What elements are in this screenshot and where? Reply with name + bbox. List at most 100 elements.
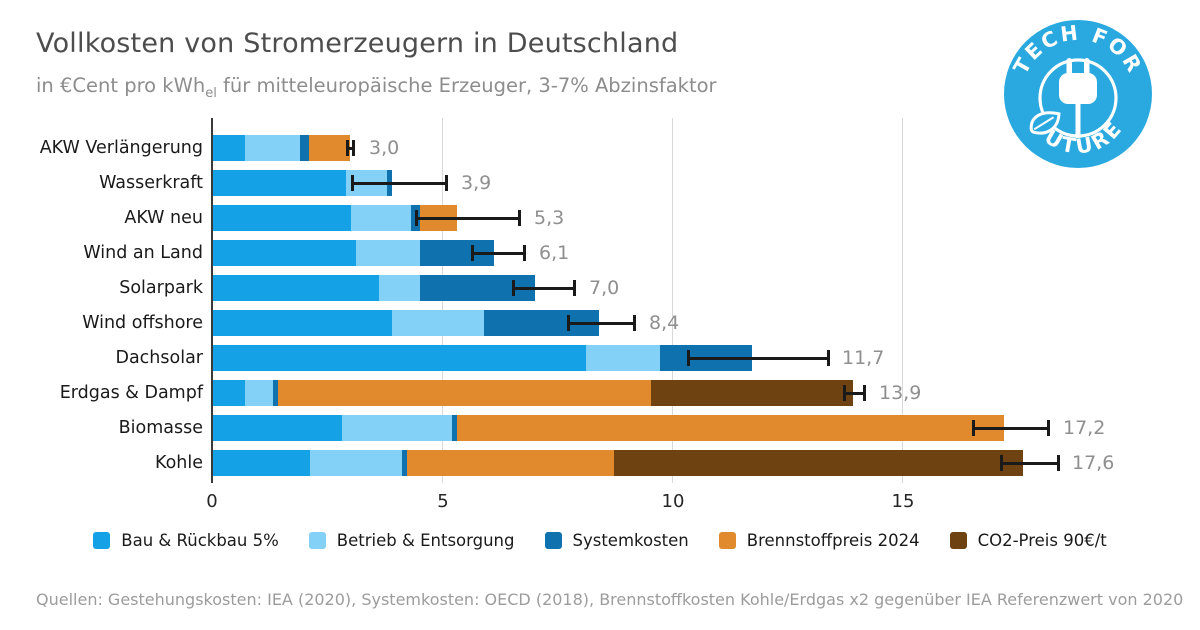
error-bar — [512, 280, 576, 296]
segment — [586, 345, 660, 371]
error-cap-left — [512, 280, 515, 296]
legend-swatch — [93, 532, 111, 549]
error-cap-left — [1000, 455, 1003, 471]
legend-item: Brennstoffpreis 2024 — [718, 531, 920, 550]
error-cap-right — [523, 245, 526, 261]
segment — [402, 450, 407, 476]
error-cap-left — [567, 315, 570, 331]
value-label: 3,0 — [369, 137, 400, 159]
error-cap-right — [633, 315, 636, 331]
error-bar — [843, 385, 866, 401]
error-line — [351, 181, 448, 185]
value-label: 13,9 — [879, 382, 922, 404]
error-line — [512, 286, 576, 290]
segment — [213, 135, 245, 161]
segment — [273, 380, 278, 406]
error-cap-right — [352, 140, 355, 156]
bar-solarpark — [213, 275, 535, 301]
bar-erdgas-dampf — [213, 380, 853, 406]
error-cap-left — [346, 140, 349, 156]
segment — [407, 450, 614, 476]
legend-swatch — [718, 532, 736, 549]
error-bar — [1000, 455, 1060, 471]
legend-label: CO2-Preis 90€/t — [977, 531, 1107, 550]
category-label: Dachsolar — [115, 348, 203, 368]
value-label: 3,9 — [461, 172, 492, 194]
segment — [457, 415, 1004, 441]
plug-icon — [1059, 58, 1097, 138]
error-bar — [972, 420, 1050, 436]
error-cap-right — [827, 350, 830, 366]
segment — [213, 380, 245, 406]
bar-biomasse — [213, 415, 1004, 441]
error-cap-right — [573, 280, 576, 296]
category-label: Wasserkraft — [99, 173, 203, 193]
segment — [351, 205, 411, 231]
segment — [213, 415, 342, 441]
category-label: AKW neu — [124, 208, 203, 228]
legend: Bau & Rückbau 5% Betrieb & Entsorgung Syst… — [0, 531, 1200, 550]
category-label: AKW Verlängerung — [39, 138, 203, 158]
error-bar — [346, 140, 355, 156]
legend-item: CO2-Preis 90€/t — [949, 531, 1107, 550]
bar-akw-verl-ngerung — [213, 135, 350, 161]
error-bar — [567, 315, 636, 331]
plot-area: 0 5 10 15 3,0 3,9 5,3 6,1 7,0 8,4 11,7 13,9 17,2 17,6 — [206, 118, 1153, 512]
error-line — [346, 146, 355, 150]
error-bar — [471, 245, 526, 261]
segment — [342, 415, 452, 441]
segment — [310, 450, 402, 476]
error-cap-left — [843, 385, 846, 401]
category-label: Erdgas & Dampf — [59, 383, 203, 403]
gridline-x-15 — [902, 118, 903, 483]
bar-akw-neu — [213, 205, 457, 231]
error-cap-left — [471, 245, 474, 261]
segment — [278, 380, 651, 406]
category-axis: AKW Verlängerung Wasserkraft AKW neu Wind a… — [0, 118, 203, 483]
error-cap-right — [518, 210, 521, 226]
error-line — [843, 391, 866, 395]
value-label: 6,1 — [539, 242, 570, 264]
error-cap-right — [1057, 455, 1060, 471]
error-cap-right — [1047, 420, 1050, 436]
subtitle-text: in €Cent pro kWh — [36, 74, 206, 97]
segment — [213, 345, 586, 371]
bar-wind-an-land — [213, 240, 494, 266]
segment — [614, 450, 1023, 476]
legend-swatch — [308, 532, 326, 549]
tech-for-future-logo: TECH FOR FUTURE — [1002, 18, 1154, 170]
error-line — [1000, 461, 1060, 465]
error-cap-right — [445, 175, 448, 191]
legend-swatch — [544, 532, 562, 549]
x-tick-label: 10 — [661, 491, 685, 512]
segment — [379, 275, 420, 301]
segment — [452, 415, 457, 441]
value-label: 17,2 — [1063, 417, 1106, 439]
segment — [213, 205, 351, 231]
segment — [300, 135, 309, 161]
error-line — [471, 251, 526, 255]
value-label: 8,4 — [649, 312, 680, 334]
segment — [651, 380, 853, 406]
segment — [213, 170, 346, 196]
value-label: 7,0 — [589, 277, 620, 299]
segment — [392, 310, 484, 336]
bar-dachsolar — [213, 345, 752, 371]
error-bar — [687, 350, 830, 366]
error-cap-left — [415, 210, 418, 226]
logo-svg: TECH FOR FUTURE — [1004, 20, 1152, 168]
category-label: Wind offshore — [82, 313, 203, 333]
bar-wind-offshore — [213, 310, 599, 336]
error-cap-left — [972, 420, 975, 436]
error-bar — [351, 175, 448, 191]
category-label: Wind an Land — [83, 243, 203, 263]
error-line — [687, 356, 830, 360]
error-cap-right — [863, 385, 866, 401]
value-label: 11,7 — [842, 347, 885, 369]
legend-swatch — [949, 532, 967, 549]
category-label: Biomasse — [118, 418, 203, 438]
subtitle-subscript: el — [205, 85, 217, 101]
segment — [213, 310, 392, 336]
error-cap-left — [351, 175, 354, 191]
